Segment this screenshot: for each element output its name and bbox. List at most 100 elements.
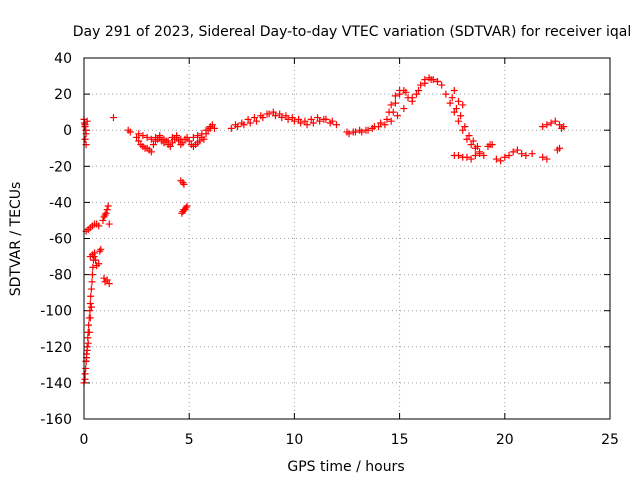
- data-point: [284, 115, 292, 123]
- x-axis-label: GPS time / hours: [287, 459, 404, 475]
- data-point: [295, 115, 303, 123]
- series-hour12-15: [343, 105, 408, 138]
- data-point: [168, 133, 176, 141]
- y-tick-label: 40: [54, 51, 72, 67]
- data-point: [455, 117, 463, 125]
- data-point: [377, 119, 385, 127]
- x-tick-label: 10: [285, 432, 303, 448]
- data-point: [143, 133, 151, 141]
- data-point: [467, 141, 475, 149]
- data-point: [539, 123, 547, 131]
- data-point: [391, 99, 399, 107]
- y-tick-label: -80: [49, 268, 72, 284]
- data-point: [457, 112, 465, 120]
- data-point: [370, 123, 378, 131]
- data-point: [87, 292, 95, 300]
- data-point: [448, 94, 456, 102]
- data-point: [556, 121, 564, 129]
- data-point: [455, 151, 463, 159]
- data-point: [556, 144, 564, 152]
- data-point: [86, 307, 94, 315]
- series-isolated: [109, 114, 134, 136]
- data-point: [400, 105, 408, 113]
- series-early-top: [80, 115, 91, 149]
- data-point: [501, 153, 509, 161]
- data-point: [450, 86, 458, 94]
- data-point: [471, 151, 479, 159]
- data-point: [238, 119, 246, 127]
- data-point: [297, 119, 305, 127]
- data-point: [88, 278, 96, 286]
- series-hour17-19: [442, 86, 484, 156]
- data-point: [177, 135, 185, 143]
- data-point: [166, 142, 174, 150]
- chart-title: Day 291 of 2023, Sidereal Day-to-day VTE…: [73, 24, 631, 40]
- data-point: [147, 148, 155, 156]
- data-point: [455, 97, 463, 105]
- data-point: [135, 130, 143, 138]
- data-point: [558, 124, 566, 132]
- y-tick-label: -100: [40, 304, 72, 320]
- data-point: [332, 121, 340, 129]
- data-point: [364, 126, 372, 134]
- series-hour19-23: [484, 117, 568, 165]
- data-point: [152, 133, 160, 141]
- x-tick-label: 20: [496, 432, 514, 448]
- data-point: [396, 86, 404, 94]
- x-tick-label: 5: [185, 432, 194, 448]
- data-point: [473, 142, 481, 150]
- data-point: [183, 133, 191, 141]
- data-point: [383, 115, 391, 123]
- x-tick-label: 25: [601, 432, 619, 448]
- data-point: [89, 263, 97, 271]
- data-point: [427, 76, 435, 84]
- series-early-mid: [82, 220, 103, 235]
- data-point: [183, 202, 191, 210]
- series-hour7-12: [227, 108, 340, 132]
- data-point: [314, 114, 322, 122]
- data-point: [173, 132, 181, 140]
- data-point: [522, 151, 530, 159]
- data-point: [179, 139, 187, 147]
- data-point: [246, 119, 254, 127]
- data-point: [301, 117, 309, 125]
- data-point: [84, 339, 92, 347]
- data-point: [206, 124, 214, 132]
- data-point: [202, 126, 210, 134]
- chart-ticks: -160 -140 -120 -100 -80 -60 -40 -20 0 20 40 0 5 10 15 2…: [40, 51, 619, 448]
- data-point: [244, 115, 252, 123]
- data-point: [200, 135, 208, 143]
- data-point: [92, 256, 100, 264]
- y-tick-label: 0: [63, 123, 72, 139]
- data-point: [147, 135, 155, 143]
- data-point: [438, 81, 446, 89]
- series-hour21-23: [539, 121, 566, 154]
- data-point: [149, 141, 157, 149]
- data-point: [269, 108, 277, 116]
- data-point: [250, 114, 258, 122]
- data-point: [497, 157, 505, 165]
- y-tick-label: -140: [40, 376, 72, 392]
- y-tick-label: -160: [40, 412, 72, 428]
- data-point: [476, 150, 484, 158]
- data-point: [463, 135, 471, 143]
- data-point: [86, 314, 94, 322]
- data-point: [433, 77, 441, 85]
- data-point: [509, 148, 517, 156]
- data-point: [543, 121, 551, 129]
- data-point: [231, 121, 239, 129]
- data-point: [81, 375, 89, 383]
- data-point: [393, 112, 401, 120]
- data-point: [459, 101, 467, 109]
- data-point: [103, 276, 111, 284]
- x-tick-label: 0: [80, 432, 89, 448]
- data-point: [543, 155, 551, 163]
- data-point: [316, 117, 324, 125]
- data-point: [135, 137, 143, 145]
- series-hour17-19-low: [450, 150, 488, 163]
- data-point: [126, 128, 134, 136]
- data-point: [96, 247, 104, 255]
- data-point: [87, 303, 95, 311]
- data-point: [95, 260, 103, 268]
- data-point: [480, 151, 488, 159]
